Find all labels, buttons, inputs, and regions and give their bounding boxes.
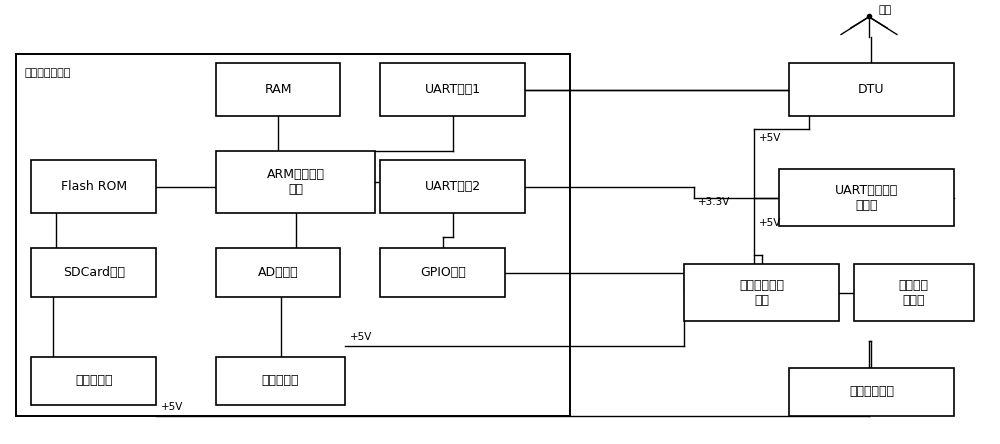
Bar — [216, 151, 375, 213]
Text: ARM嵌入式处
理器: ARM嵌入式处 理器 — [267, 168, 325, 196]
Text: 湿度传感器: 湿度传感器 — [75, 374, 112, 387]
Text: UART接口图像
传感器: UART接口图像 传感器 — [835, 184, 898, 212]
Text: SDCard磁盘: SDCard磁盘 — [63, 266, 125, 279]
Bar — [380, 160, 525, 213]
Bar — [31, 357, 156, 405]
Bar — [216, 63, 340, 116]
Text: 天线: 天线 — [879, 4, 892, 15]
Bar — [789, 63, 954, 116]
Text: RAM: RAM — [264, 83, 292, 96]
Text: Flash ROM: Flash ROM — [61, 180, 127, 193]
Text: DTU: DTU — [858, 83, 885, 96]
Text: UART接口1: UART接口1 — [425, 83, 481, 96]
Text: 太阳能电池板: 太阳能电池板 — [849, 385, 894, 398]
Text: +5V: +5V — [759, 133, 782, 143]
Text: 锂离子充
电电池: 锂离子充 电电池 — [899, 278, 929, 307]
Text: 温度传感器: 温度传感器 — [262, 374, 299, 387]
Bar — [684, 264, 839, 321]
Bar — [380, 249, 505, 297]
Bar — [31, 160, 156, 213]
Bar — [216, 249, 340, 297]
Text: +5V: +5V — [350, 332, 373, 342]
Text: GPIO接口: GPIO接口 — [420, 266, 466, 279]
Bar — [380, 63, 525, 116]
Bar — [789, 368, 954, 416]
Text: 智能终端核心板: 智能终端核心板 — [24, 67, 71, 78]
Bar — [779, 169, 954, 226]
Text: +5V: +5V — [759, 218, 782, 228]
Text: +5V: +5V — [161, 402, 183, 412]
Bar — [216, 357, 345, 405]
Text: 电池电源管理
模块: 电池电源管理 模块 — [739, 278, 784, 307]
Text: UART接口2: UART接口2 — [425, 180, 481, 193]
Bar — [16, 54, 570, 416]
Bar — [854, 264, 974, 321]
Text: +3.3V: +3.3V — [698, 197, 731, 207]
Bar — [31, 249, 156, 297]
Text: AD转换器: AD转换器 — [258, 266, 298, 279]
